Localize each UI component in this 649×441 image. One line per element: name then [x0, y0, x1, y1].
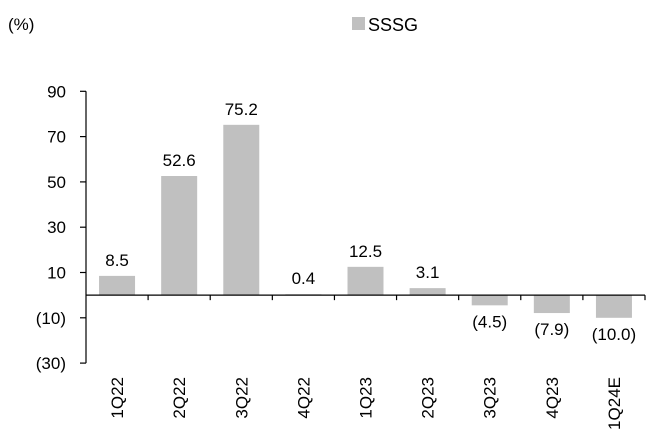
- category-label: 2Q22: [170, 377, 189, 419]
- y-tick-label: 10: [47, 264, 66, 283]
- data-label: (10.0): [592, 325, 636, 344]
- y-tick-label: 90: [47, 82, 66, 101]
- bar-4q23: [533, 295, 570, 314]
- bars: [99, 124, 632, 318]
- category-label: 3Q23: [481, 377, 500, 419]
- data-label: 0.4: [292, 269, 316, 288]
- category-label: 2Q23: [419, 377, 438, 419]
- y-tick-label: 50: [47, 173, 66, 192]
- category-label: 3Q22: [232, 377, 251, 419]
- bar-2q22: [161, 176, 198, 296]
- category-label: 4Q22: [294, 377, 313, 419]
- legend-label: SSSG: [368, 15, 418, 35]
- y-tick-label: (10): [36, 309, 66, 328]
- data-label: 3.1: [416, 263, 440, 282]
- y-axis: 90 70 50 30 10 (10) (30): [36, 82, 87, 373]
- legend: SSSG: [352, 15, 418, 35]
- category-label: 1Q23: [357, 377, 376, 419]
- data-label: 12.5: [349, 242, 382, 261]
- unit-label: (%): [8, 15, 34, 34]
- data-label: (4.5): [472, 312, 507, 331]
- bar-3q23: [471, 295, 508, 306]
- data-label: 75.2: [225, 100, 258, 119]
- category-label: 1Q22: [108, 377, 127, 419]
- bar-1q22: [99, 275, 136, 296]
- bar-3q22: [223, 124, 260, 296]
- y-tick-label: (30): [36, 354, 66, 373]
- category-labels: 1Q22 2Q22 3Q22 4Q22 1Q23 2Q23 3Q23 4Q23 1Q24E: [108, 377, 624, 430]
- data-label: (7.9): [534, 320, 569, 339]
- data-label: 8.5: [105, 251, 129, 270]
- bar-1q23: [347, 266, 384, 296]
- data-labels: 8.5 52.6 75.2 0.4 12.5 3.1 (4.5) (7.9) (10.0): [105, 100, 636, 344]
- category-label: 1Q24E: [605, 377, 624, 430]
- legend-swatch: [352, 17, 365, 30]
- bar-1q24e: [595, 295, 632, 318]
- y-tick-label: 70: [47, 128, 66, 147]
- bar-2q23: [409, 288, 446, 296]
- category-label: 4Q23: [543, 377, 562, 419]
- x-axis: [86, 294, 646, 301]
- y-tick-label: 30: [47, 218, 66, 237]
- data-label: 52.6: [163, 151, 196, 170]
